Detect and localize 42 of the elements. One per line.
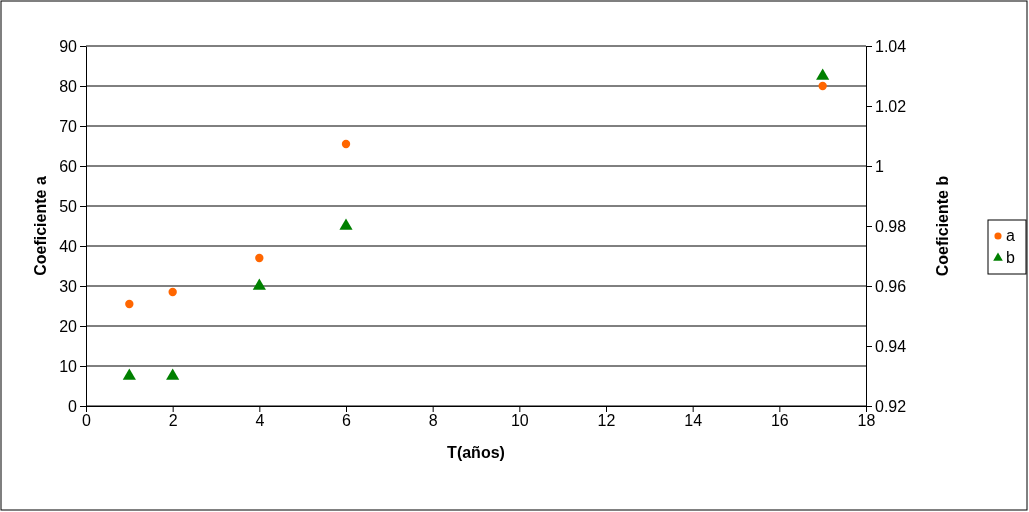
y-axis-title: Coeficiente a: [32, 176, 49, 276]
y-tick-label: 60: [59, 157, 78, 175]
point: [168, 287, 177, 297]
y-tick-label: 90: [59, 37, 78, 55]
point: [818, 81, 827, 91]
y2-tick-label: 1.02: [875, 97, 907, 115]
x-tick-label: 16: [770, 412, 789, 430]
x-tick-label: 18: [857, 412, 876, 430]
y-tick-label: 30: [59, 277, 78, 295]
y-tick-label: 80: [59, 77, 78, 95]
x-tick-label: 8: [428, 412, 438, 430]
x-tick-label: 0: [82, 412, 92, 430]
y2-tick-label: 0.92: [875, 397, 907, 415]
point: [166, 368, 180, 380]
y2-tick-label: 0.94: [875, 337, 907, 355]
y-tick-label: 0: [68, 397, 78, 415]
y-tick-label: 50: [59, 197, 78, 215]
y2-tick-label: 1: [875, 157, 884, 175]
x-tick-label: 6: [342, 412, 352, 430]
y2-axis-title: Coeficiente b: [934, 175, 951, 277]
legend-label: b: [1006, 249, 1015, 266]
y2-tick-label: 0.98: [875, 217, 907, 235]
point: [339, 218, 353, 230]
point: [255, 253, 264, 263]
y2-tick-label: 0.96: [875, 277, 907, 295]
legend-label: a: [1006, 227, 1015, 244]
y-tick-label: 70: [59, 117, 78, 135]
point: [252, 278, 266, 290]
x-tick-label: 12: [597, 412, 616, 430]
x-axis-title: T(años): [447, 444, 505, 461]
x-tick-label: 14: [684, 412, 703, 430]
y-tick-label: 20: [59, 317, 78, 335]
point: [341, 139, 351, 149]
point: [125, 299, 134, 309]
y-tick-label: 10: [59, 357, 78, 375]
x-tick-label: 2: [168, 412, 178, 430]
y2-tick-label: 1.04: [875, 37, 907, 55]
y-tick-label: 40: [59, 237, 78, 255]
x-tick-label: 10: [510, 412, 529, 430]
x-tick-label: 4: [255, 412, 265, 430]
point: [122, 368, 136, 380]
point: [816, 68, 830, 80]
